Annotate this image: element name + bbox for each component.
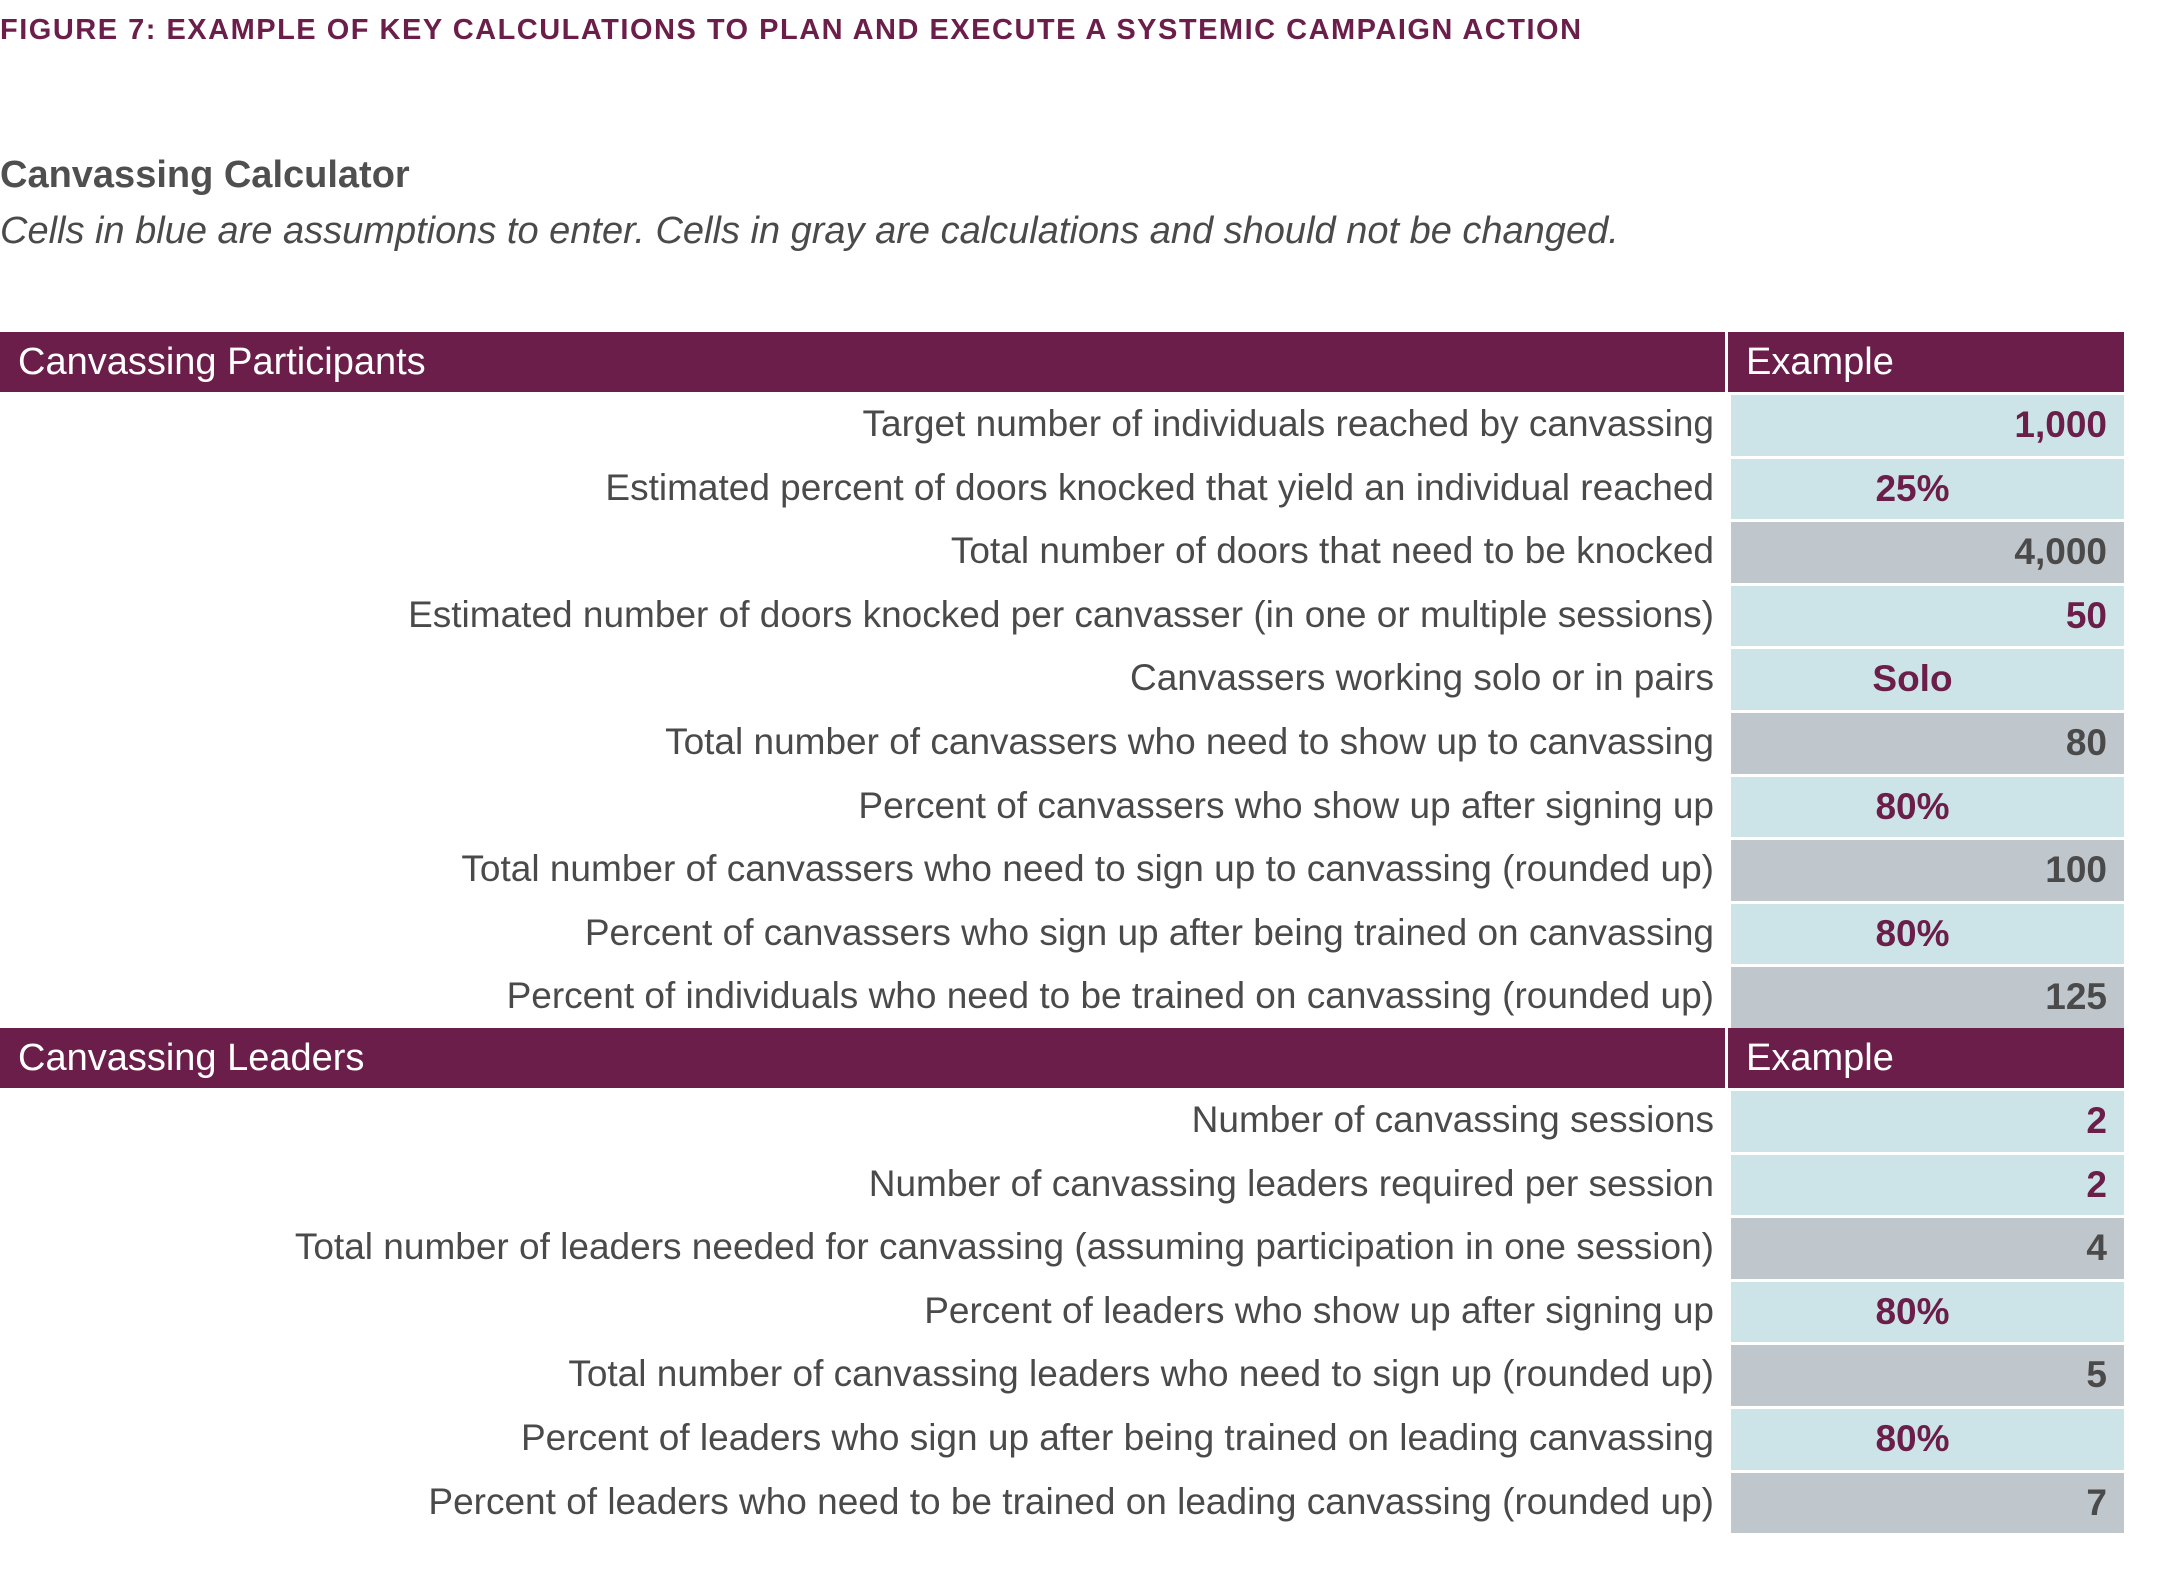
table-row: Total number of canvassers who need to s… [0, 710, 2124, 774]
calculated-cell: 100 [1731, 840, 2124, 901]
row-label: Total number of leaders needed for canva… [294, 1226, 1714, 1268]
calculated-cell: 125 [1731, 967, 2124, 1028]
assumption-cell[interactable]: 80% [1731, 903, 2124, 965]
assumption-cell[interactable]: 80% [1731, 776, 2124, 838]
row-label: Percent of canvassers who show up after … [858, 784, 1714, 826]
calculated-cell: 7 [1731, 1472, 2124, 1534]
row-label: Total number of canvassers who need to s… [665, 720, 1714, 762]
section-title: Canvassing Leaders [0, 1027, 1728, 1088]
assumption-cell[interactable]: 80% [1731, 1408, 2124, 1470]
assumption-cell[interactable]: 80% [1731, 1281, 2124, 1343]
column-header-example: Example [1728, 332, 2124, 392]
figure-title: FIGURE 7: EXAMPLE OF KEY CALCULATIONS TO… [0, 14, 1583, 46]
row-label: Canvassers working solo or in pairs [1129, 657, 1714, 699]
calculated-cell: 4 [1731, 1218, 2124, 1279]
section-header: Canvassing Leaders Example [0, 1027, 2124, 1088]
table-row: Percent of canvassers who sign up after … [0, 901, 2124, 965]
table-row: Percent of leaders who show up after sig… [0, 1279, 2124, 1343]
row-label: Number of canvassing leaders required pe… [868, 1162, 1714, 1204]
row-label: Estimated percent of doors knocked that … [605, 466, 1714, 508]
assumption-cell[interactable]: 25% [1731, 458, 2124, 520]
table-row: Total number of canvassers who need to s… [0, 837, 2124, 901]
calculator-subtitle: Cells in blue are assumptions to enter. … [0, 210, 1619, 252]
row-label: Total number of doors that need to be kn… [950, 530, 1714, 572]
table-row: Percent of leaders who need to be traine… [0, 1470, 2124, 1534]
assumption-cell[interactable]: Solo [1731, 649, 2124, 710]
row-label: Percent of canvassers who sign up after … [584, 911, 1714, 953]
calculator-title: Canvassing Calculator [0, 154, 410, 196]
table-row: Number of canvassing sessions 2 [0, 1088, 2124, 1152]
row-label: Target number of individuals reached by … [862, 403, 1715, 444]
assumption-cell[interactable]: 1,000 [1731, 395, 2124, 456]
table-row: Percent of leaders who sign up after bei… [0, 1406, 2124, 1470]
table-row: Estimated number of doors knocked per ca… [0, 583, 2124, 647]
calculated-cell: 80 [1731, 712, 2124, 774]
assumption-cell[interactable]: 2 [1731, 1154, 2124, 1216]
assumption-cell[interactable]: 50 [1731, 585, 2124, 647]
canvassing-calculator-table: Canvassing Participants Example Target num… [0, 332, 2124, 1534]
row-label: Number of canvassing sessions [1191, 1098, 1714, 1140]
row-label: Percent of leaders who need to be traine… [428, 1480, 1714, 1522]
table-row: Canvassers working solo or in pairs Solo [0, 646, 2124, 710]
section-title: Canvassing Participants [0, 332, 1728, 392]
row-label: Percent of leaders who sign up after bei… [521, 1416, 1714, 1458]
row-label: Percent of individuals who need to be tr… [506, 975, 1714, 1017]
row-label: Estimated number of doors knocked per ca… [408, 593, 1714, 635]
calculated-cell: 5 [1731, 1345, 2124, 1406]
row-label: Total number of canvassing leaders who n… [568, 1353, 1714, 1395]
table-row: Percent of canvassers who show up after … [0, 774, 2124, 838]
calculated-cell: 4,000 [1731, 522, 2124, 583]
row-label: Percent of leaders who show up after sig… [924, 1289, 1714, 1331]
table-row: Target number of individuals reached by … [0, 392, 2124, 456]
assumption-cell[interactable]: 2 [1731, 1090, 2124, 1152]
section-header: Canvassing Participants Example [0, 332, 2124, 392]
table-row: Total number of canvassing leaders who n… [0, 1342, 2124, 1406]
table-row: Total number of doors that need to be kn… [0, 519, 2124, 583]
table-row: Percent of individuals who need to be tr… [0, 964, 2124, 1028]
table-row: Total number of leaders needed for canva… [0, 1215, 2124, 1279]
column-header-example: Example [1728, 1027, 2124, 1088]
row-label: Total number of canvassers who need to s… [461, 848, 1714, 890]
table-row: Number of canvassing leaders required pe… [0, 1152, 2124, 1216]
table-row: Estimated percent of doors knocked that … [0, 456, 2124, 520]
